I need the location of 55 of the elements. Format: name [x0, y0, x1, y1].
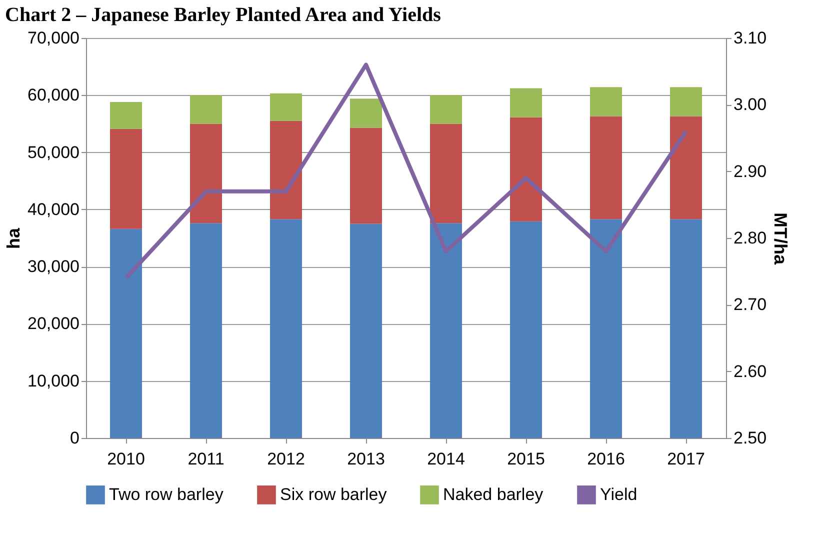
- y2-tick-label: 2.50: [734, 428, 767, 448]
- y2-tick-label: 2.70: [734, 295, 767, 314]
- chart-title: Chart 2 – Japanese Barley Planted Area and Yields: [5, 4, 442, 26]
- bar: [110, 102, 142, 129]
- x-tick-label: 2013: [347, 450, 385, 468]
- y-tick-label: 20,000: [28, 314, 80, 334]
- y-tick-label: 60,000: [28, 86, 80, 105]
- bar: [350, 224, 382, 438]
- bar: [670, 87, 702, 116]
- bar: [670, 219, 702, 438]
- bar: [590, 219, 622, 438]
- bar: [190, 124, 222, 224]
- bar: [510, 117, 542, 222]
- bar: [110, 228, 142, 438]
- x-tick-label: 2017: [667, 450, 705, 468]
- y-tick-label: 10,000: [28, 371, 80, 390]
- y-tick-label: 40,000: [28, 200, 80, 219]
- bar: [590, 87, 622, 116]
- x-tick-label: 2014: [427, 450, 465, 468]
- bar: [270, 219, 302, 438]
- y2-tick-label: 2.90: [734, 162, 767, 181]
- x-tick-label: 2010: [107, 450, 145, 468]
- y-axis-title: ha: [4, 227, 24, 250]
- bar: [190, 95, 222, 124]
- legend-label: Two row barley: [109, 484, 224, 504]
- legend-label: Naked barley: [443, 484, 544, 504]
- bar: [510, 88, 542, 118]
- y2-tick-label: 3.00: [734, 95, 767, 114]
- x-tick-label: 2016: [587, 450, 625, 468]
- bar: [510, 221, 542, 438]
- bar: [190, 223, 222, 438]
- y-tick-label: 70,000: [28, 28, 80, 48]
- x-tick-label: 2012: [267, 450, 305, 468]
- y-tick-label: 0: [70, 428, 80, 448]
- y2-axis-title: MT/ha: [770, 212, 791, 266]
- bar: [270, 120, 302, 220]
- legend-label: Six row barley: [280, 484, 388, 504]
- bar: [270, 93, 302, 121]
- bar: [430, 124, 462, 224]
- y-tick-label: 30,000: [28, 257, 80, 276]
- y2-tick-label: 3.10: [734, 28, 767, 48]
- x-tick-label: 2015: [507, 450, 545, 468]
- bar: [590, 116, 622, 220]
- y-tick-label: 50,000: [28, 142, 80, 162]
- bar: [110, 128, 142, 229]
- y2-tick-label: 2.60: [734, 362, 767, 381]
- bar: [350, 128, 382, 224]
- y2-tick-label: 2.80: [734, 228, 767, 248]
- bar: [430, 223, 462, 438]
- bar: [350, 98, 382, 128]
- line-series: [124, 62, 688, 280]
- x-tick-label: 2011: [188, 450, 224, 468]
- bar: [430, 95, 462, 124]
- bar: [670, 116, 702, 220]
- legend-label: Yield: [600, 484, 638, 504]
